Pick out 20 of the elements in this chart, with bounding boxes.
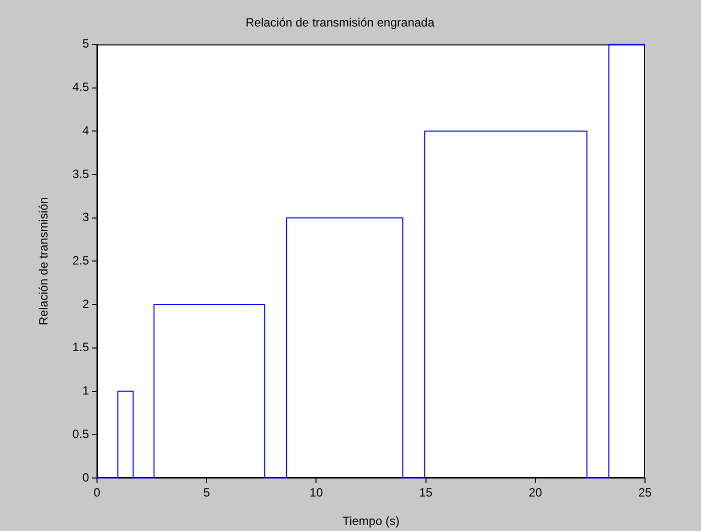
x-tick-label: 10 (310, 486, 324, 500)
y-tick-label: 2 (82, 296, 90, 311)
y-tick-label: 1.5 (72, 340, 90, 354)
y-tick-label: 3.5 (72, 166, 90, 181)
y-tick-label: 5 (82, 36, 90, 51)
y-tick-label: 1 (82, 384, 90, 398)
y-tick-label: 2.5 (72, 254, 90, 268)
y-tick-label: 4.5 (72, 80, 90, 94)
y-tick-label: 0.5 (72, 426, 90, 441)
y-axis-title: Relación de transmisión (36, 197, 51, 326)
x-axis-title: Tiempo (s) (342, 514, 400, 528)
y-tick-label: 4 (82, 123, 90, 138)
chart-title: Relación de transmisión engranada (246, 16, 435, 30)
x-tick-label: 20 (528, 486, 542, 500)
x-tick-label: 25 (638, 486, 652, 500)
x-tick-label: 15 (419, 486, 433, 500)
y-tick-label: 0 (82, 470, 90, 484)
x-tick-label: 5 (203, 486, 210, 500)
x-tick-label: 0 (94, 486, 101, 500)
y-tick-label: 3 (82, 210, 90, 224)
